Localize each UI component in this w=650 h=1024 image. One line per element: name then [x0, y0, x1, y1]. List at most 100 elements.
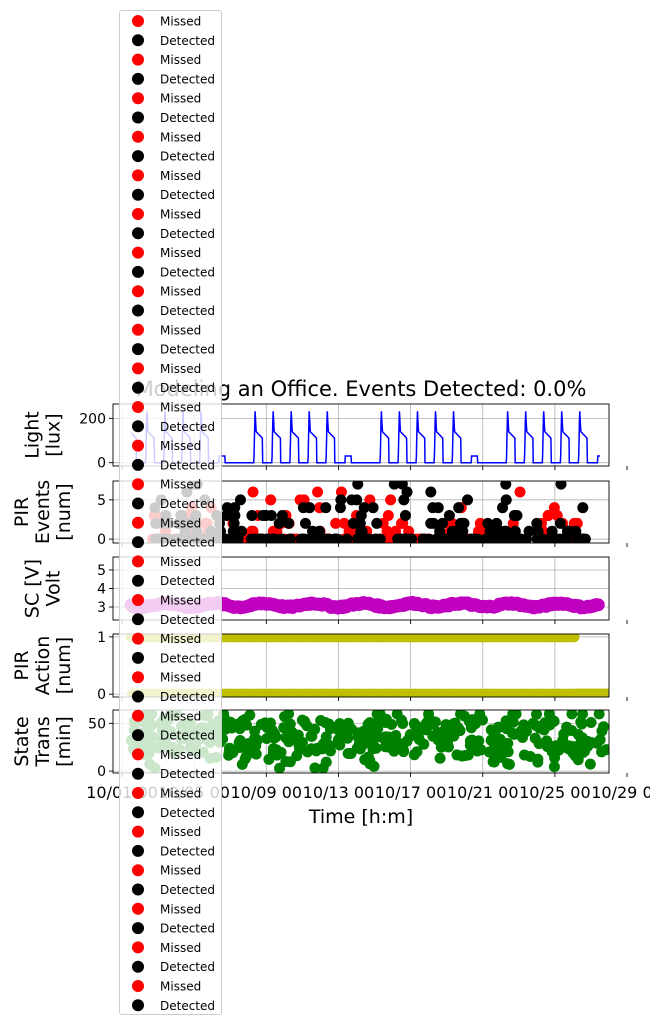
pir-event-point-detected [462, 494, 474, 506]
pir-event-point-missed [338, 517, 350, 529]
state-trans-point [598, 721, 609, 733]
state-trans-point [585, 716, 597, 728]
state-trans-point [239, 713, 251, 725]
state-trans-point [541, 735, 553, 747]
legend-marker-missed [132, 130, 144, 143]
legend-label: Detected [160, 883, 215, 897]
legend-label: Missed [160, 439, 201, 453]
legend-marker-missed [132, 478, 144, 491]
pir-event-point-detected [515, 533, 527, 543]
legend-marker-missed [132, 864, 144, 877]
legend-label: Detected [160, 458, 215, 472]
pir-event-point-detected [577, 533, 589, 543]
pir-event-point-detected [346, 494, 358, 506]
legend-label: Missed [160, 555, 201, 569]
pir-event-point-detected [503, 533, 515, 543]
y-axis-label-line: PIR [11, 497, 33, 527]
legend-label: Detected [160, 767, 215, 781]
y-axis-label-line: [min] [53, 716, 75, 767]
y-axis-label-line: [lux] [43, 413, 65, 456]
pir-event-point-detected [400, 533, 412, 543]
y-tick-label: 1 [97, 630, 106, 646]
y-axis-label-line: Events [32, 480, 54, 544]
pir-event-point-missed [330, 517, 342, 529]
state-trans-point [227, 747, 239, 759]
state-trans-point [503, 758, 515, 770]
legend-marker-detected [132, 150, 144, 163]
legend-label: Detected [160, 690, 215, 704]
y-tick-label: 5 [97, 493, 106, 509]
pir-event-point-missed [383, 533, 395, 543]
state-trans-point [543, 710, 555, 720]
legend-label: Detected [160, 806, 215, 820]
state-trans-point [462, 749, 474, 761]
x-tick-label: 10/17 00 [375, 783, 447, 802]
state-trans-point [242, 738, 254, 750]
state-trans-point [475, 744, 487, 756]
legend-marker-missed [132, 825, 144, 838]
state-trans-point [226, 722, 238, 734]
pir-event-point-detected [428, 517, 440, 529]
pir-event-point-missed [385, 494, 397, 506]
legend-label: Detected [160, 72, 215, 86]
y-axis-label-pir_action: PIRAction[num] [11, 636, 75, 696]
pir-event-point-detected [330, 533, 342, 543]
state-trans-point [309, 762, 321, 773]
pir-event-point-detected [453, 502, 465, 514]
y-tick-label: 5 [97, 563, 106, 579]
legend-marker-detected [132, 960, 144, 973]
marks-sc_voltage [124, 595, 605, 615]
pir-event-point-detected [283, 517, 295, 529]
pir-event-point-detected [320, 502, 332, 514]
legend-label: Missed [160, 478, 201, 492]
legend-marker-missed [132, 787, 144, 799]
legend-label: Missed [160, 285, 201, 299]
legend-label: Missed [160, 362, 201, 376]
legend-label: Detected [160, 111, 215, 125]
pir-event-point-detected [443, 510, 455, 522]
state-trans-point [465, 722, 477, 734]
x-axis-label: Time [h:m] [308, 806, 413, 828]
x-tick-label: 10/21 00 [447, 783, 519, 802]
y-tick-label: 0 [97, 456, 106, 472]
legend-marker-detected [132, 420, 144, 433]
state-trans-point [408, 717, 420, 729]
pir-event-point-detected [554, 517, 566, 529]
pir-event-point-detected [276, 510, 288, 522]
legend-label: Missed [160, 246, 201, 260]
state-trans-point [270, 731, 282, 743]
legend-marker-detected [132, 34, 144, 47]
state-trans-point [502, 746, 514, 758]
state-trans-point [319, 717, 331, 729]
legend-marker-missed [132, 555, 144, 568]
legend-label: Missed [160, 709, 201, 723]
y-axis-label-sc_voltage: SC [V]Volt [22, 559, 65, 618]
legend-label: Missed [160, 53, 201, 67]
pir-event-point-detected [399, 510, 411, 522]
state-trans-point [423, 710, 435, 720]
state-trans-point [296, 714, 308, 726]
pir-event-point-detected [401, 486, 413, 498]
legend-marker-missed [132, 748, 144, 761]
legend-marker-detected [132, 651, 144, 664]
state-trans-point [380, 713, 392, 725]
pir-event-point-detected [220, 510, 232, 522]
legend-label: Missed [160, 825, 201, 839]
pir-event-point-detected [425, 486, 437, 498]
y-axis-label-light: Light[lux] [22, 411, 65, 458]
voltage-point [591, 598, 605, 612]
legend-label: Detected [160, 574, 215, 588]
pir-event-point-detected [367, 502, 379, 514]
state-trans-point [596, 746, 608, 758]
state-trans-point [317, 762, 329, 773]
legend-label: Missed [160, 594, 201, 608]
legend-label: Detected [160, 536, 215, 550]
state-trans-point [283, 710, 295, 720]
state-trans-point [548, 761, 560, 773]
state-trans-point [294, 743, 306, 755]
state-trans-point [345, 747, 357, 759]
state-trans-point [485, 734, 497, 746]
state-trans-point [492, 721, 504, 733]
state-trans-point [385, 740, 397, 752]
